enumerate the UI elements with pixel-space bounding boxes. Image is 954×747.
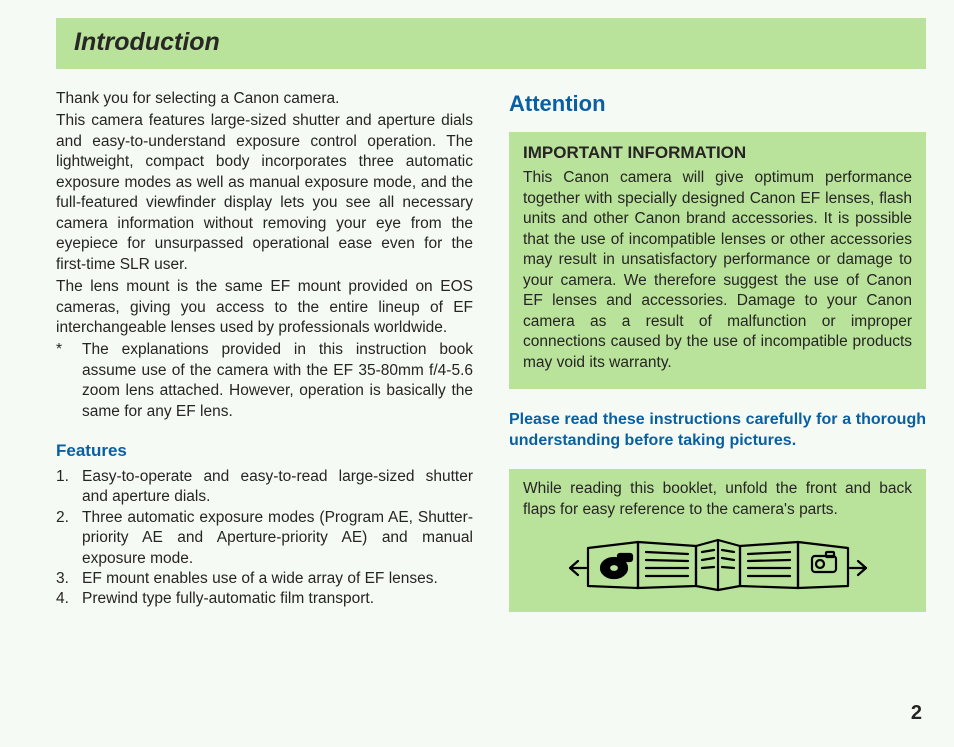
- bullet-mark: *: [56, 340, 82, 422]
- feature-text: EF mount enables use of a wide array of …: [82, 569, 438, 589]
- title-bar: Introduction: [56, 18, 926, 69]
- feature-text: Three automatic exposure modes (Program …: [82, 508, 473, 569]
- intro-para-2: This camera features large-sized shutter…: [56, 111, 473, 275]
- feature-number: 1.: [56, 467, 82, 508]
- intro-bullet: * The explanations provided in this inst…: [56, 340, 473, 422]
- feature-item: 4. Prewind type fully-automatic film tra…: [56, 589, 473, 609]
- right-column: Attention IMPORTANT INFORMATION This Can…: [509, 89, 926, 612]
- booklet-diagram: [523, 528, 912, 598]
- intro-para-3: The lens mount is the same EF mount prov…: [56, 277, 473, 338]
- feature-item: 1. Easy-to-operate and easy-to-read larg…: [56, 467, 473, 508]
- read-instructions-note: Please read these instructions carefully…: [509, 409, 926, 451]
- open-booklet-icon: [568, 528, 868, 598]
- flap-reference-box: While reading this booklet, unfold the f…: [509, 469, 926, 612]
- feature-item: 3. EF mount enables use of a wide array …: [56, 569, 473, 589]
- intro-bullet-text: The explanations provided in this instru…: [82, 340, 473, 422]
- page-title: Introduction: [74, 28, 908, 57]
- feature-number: 3.: [56, 569, 82, 589]
- feature-text: Prewind type fully-automatic film transp…: [82, 589, 374, 609]
- left-column: Thank you for selecting a Canon camera. …: [56, 89, 473, 612]
- feature-number: 2.: [56, 508, 82, 569]
- feature-number: 4.: [56, 589, 82, 609]
- important-info-heading: IMPORTANT INFORMATION: [523, 142, 912, 164]
- feature-item: 2. Three automatic exposure modes (Progr…: [56, 508, 473, 569]
- important-info-box: IMPORTANT INFORMATION This Canon camera …: [509, 132, 926, 389]
- attention-heading: Attention: [509, 89, 926, 118]
- intro-para-1: Thank you for selecting a Canon camera.: [56, 89, 473, 109]
- feature-text: Easy-to-operate and easy-to-read large-s…: [82, 467, 473, 508]
- page-number: 2: [911, 702, 922, 725]
- flap-reference-text: While reading this booklet, unfold the f…: [523, 479, 912, 520]
- important-info-body: This Canon camera will give optimum perf…: [523, 168, 912, 373]
- features-heading: Features: [56, 440, 473, 462]
